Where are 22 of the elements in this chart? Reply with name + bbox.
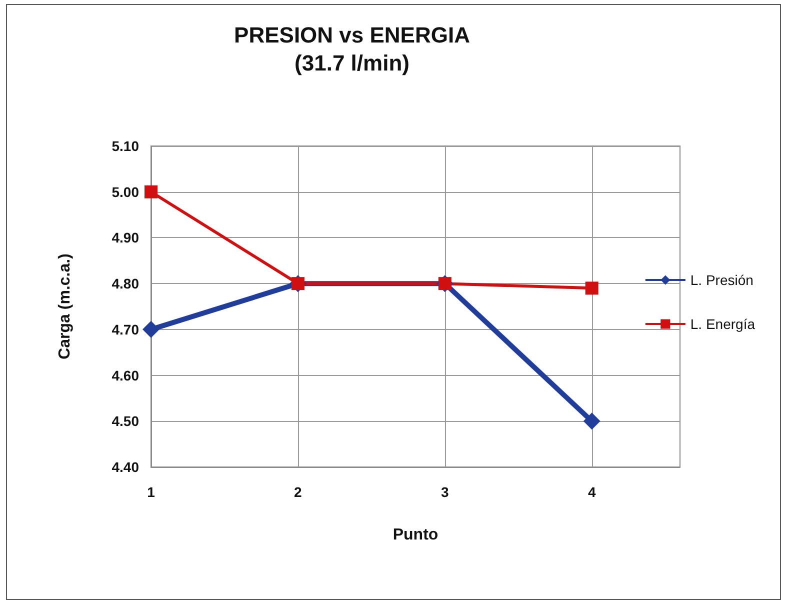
chart-subtitle: (31.7 l/min) bbox=[294, 50, 410, 76]
legend-label: L. Presión bbox=[690, 272, 754, 288]
y-tick-label: 4.90 bbox=[112, 230, 140, 246]
y-tick-label: 4.50 bbox=[112, 413, 140, 430]
x-tick-label: 4 bbox=[588, 484, 596, 500]
point bbox=[585, 282, 598, 295]
y-tick-label: 5.00 bbox=[112, 184, 140, 200]
y-tick-label: 4.60 bbox=[112, 367, 140, 384]
point bbox=[142, 320, 160, 338]
chart-title: PRESION vs ENERGIA bbox=[234, 22, 470, 48]
x-tick-label: 3 bbox=[440, 484, 449, 500]
x-tick-label: 2 bbox=[294, 484, 302, 500]
x-axis-title: Punto bbox=[392, 526, 438, 544]
y-tick-label: 4.40 bbox=[112, 459, 140, 475]
y-tick-label: 5.10 bbox=[112, 138, 140, 154]
y-axis-title: Carga (m.c.a.) bbox=[56, 254, 74, 360]
point bbox=[144, 185, 158, 198]
point bbox=[583, 412, 600, 430]
y-tick-label: 4.70 bbox=[112, 321, 140, 338]
legend-label: L. Energía bbox=[690, 316, 756, 332]
x-tick-label: 1 bbox=[147, 484, 156, 500]
y-tick-label: 4.80 bbox=[112, 276, 140, 292]
